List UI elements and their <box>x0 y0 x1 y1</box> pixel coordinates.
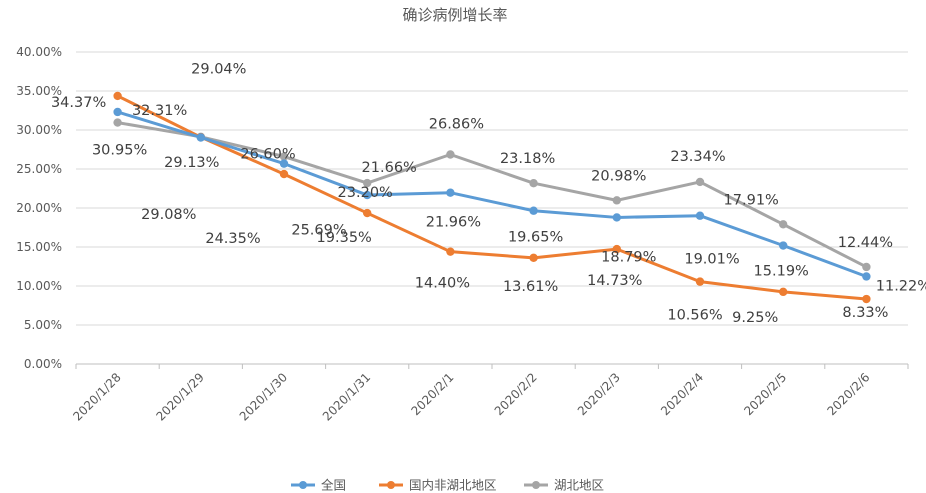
data-label: 20.98% <box>591 168 646 184</box>
data-point <box>279 169 289 179</box>
data-point <box>113 118 122 127</box>
data-label: 25.69% <box>291 223 346 239</box>
data-label: 11.22% <box>876 278 926 294</box>
data-point <box>695 277 705 286</box>
data-point <box>779 287 788 297</box>
x-tick-label: 2020/1/29 <box>154 370 207 423</box>
data-point <box>529 178 538 188</box>
legend-swatch-marker <box>532 481 540 489</box>
chart-title: 确诊病例增长率 <box>402 6 507 24</box>
legend-entry-label: 湖北地区 <box>554 478 604 493</box>
data-label: 18.79% <box>601 249 656 265</box>
data-label: 19.65% <box>508 230 563 246</box>
y-tick-label: 0.00% <box>24 357 62 371</box>
y-tick-label: 35.00% <box>16 84 62 98</box>
data-label: 13.61% <box>503 279 558 295</box>
y-tick-label: 40.00% <box>16 45 62 59</box>
x-axis: 2020/1/28 2020/1/29 2020/1/30 2020/1/31 2020… <box>70 364 909 424</box>
legend-entry-label: 全国 <box>321 478 346 493</box>
data-label: 14.40% <box>415 276 470 292</box>
x-tick-label: 2020/1/31 <box>320 370 373 423</box>
data-label: 29.04% <box>191 61 246 77</box>
x-tick-label: 2020/2/1 <box>409 370 457 418</box>
data-point <box>279 159 289 168</box>
data-label: 15.19% <box>754 264 809 280</box>
x-tick-label: 2020/1/28 <box>70 370 123 423</box>
series-line <box>116 110 868 278</box>
y-tick-label: 10.00% <box>16 279 62 293</box>
data-point <box>612 196 621 205</box>
x-tick-label: 2020/2/4 <box>658 370 706 418</box>
y-tick-label: 25.00% <box>16 162 62 176</box>
series-group <box>113 91 871 304</box>
legend-swatch-marker <box>299 481 307 489</box>
series-line <box>116 94 868 301</box>
y-tick-label: 20.00% <box>16 201 62 215</box>
data-label: 26.86% <box>429 116 484 132</box>
data-label: 26.60% <box>240 147 295 163</box>
data-label: 8.33% <box>842 305 888 321</box>
data-point <box>363 190 372 200</box>
data-label: 19.01% <box>684 252 739 268</box>
data-label: 14.73% <box>587 273 642 289</box>
series-line <box>116 121 868 269</box>
data-label: 10.56% <box>667 308 722 324</box>
x-tick-label: 2020/2/3 <box>575 370 623 418</box>
data-point <box>779 220 788 229</box>
data-point <box>363 178 372 188</box>
data-label: 12.44% <box>838 235 893 251</box>
data-point <box>446 188 455 197</box>
data-point <box>695 211 705 220</box>
data-point <box>363 208 372 218</box>
data-labels: 32.31% 29.04% 25.69% 21.66% 21.96% 19.65% 18.7… <box>51 61 926 325</box>
y-axis: 0.00% 5.00% 10.00% 15.00% 20.00% 25.00% 30.00%… <box>16 45 62 371</box>
legend: 全国 国内非湖北地区 湖北地区 <box>291 478 604 493</box>
data-point <box>695 177 705 187</box>
x-tick-label: 2020/2/2 <box>492 370 540 418</box>
data-label: 32.31% <box>132 103 187 119</box>
data-point <box>279 152 289 161</box>
y-tick-label: 30.00% <box>16 123 62 137</box>
data-label: 30.95% <box>92 143 147 159</box>
x-tick-label: 2020/2/5 <box>741 370 789 418</box>
data-point <box>612 213 621 222</box>
data-point <box>862 272 871 281</box>
data-label: 34.37% <box>51 95 106 111</box>
data-label: 29.13% <box>164 155 219 171</box>
y-tick-label: 5.00% <box>24 318 62 332</box>
x-tick-label: 2020/1/30 <box>237 370 290 423</box>
data-point <box>862 262 871 272</box>
legend-swatch-marker <box>387 481 395 489</box>
data-label: 24.35% <box>205 231 260 247</box>
data-point <box>113 91 122 101</box>
data-point <box>446 150 455 159</box>
data-point <box>113 107 122 117</box>
data-point <box>196 133 205 142</box>
data-point <box>612 244 621 254</box>
data-label: 19.35% <box>317 230 372 246</box>
data-point <box>529 206 538 215</box>
gridlines <box>76 51 908 365</box>
data-label: 21.66% <box>362 160 417 176</box>
data-point <box>779 241 788 250</box>
data-label: 9.25% <box>732 310 778 326</box>
data-point <box>862 294 871 304</box>
legend-entry-label: 国内非湖北地区 <box>409 478 497 493</box>
data-label: 23.20% <box>338 185 393 201</box>
data-point <box>529 253 538 263</box>
data-label: 17.91% <box>724 192 779 208</box>
x-tick-label: 2020/2/6 <box>825 370 873 418</box>
data-label: 23.18% <box>500 151 555 167</box>
data-label: 29.08% <box>141 207 196 223</box>
data-point <box>446 247 455 256</box>
data-label: 21.96% <box>426 215 481 231</box>
y-tick-label: 15.00% <box>16 240 62 254</box>
data-label: 23.34% <box>670 149 725 165</box>
